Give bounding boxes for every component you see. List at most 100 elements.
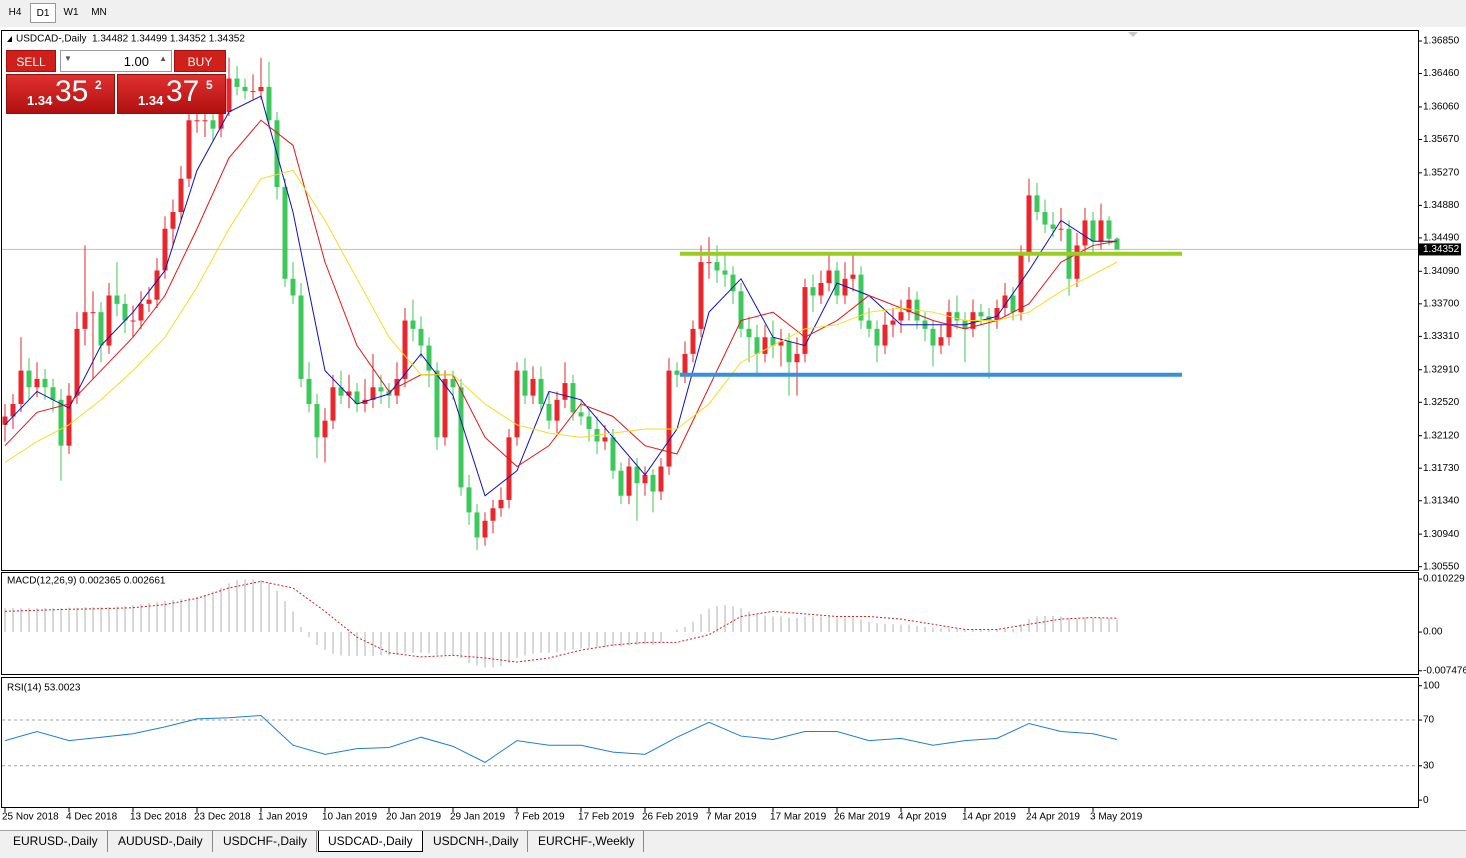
indicator-line: [4, 95, 1117, 497]
x-tick-label: 1 Jan 2019: [258, 812, 308, 823]
candle-body: [226, 78, 232, 112]
candle-body: [98, 312, 104, 346]
chart-tab[interactable]: USDCNH-,Daily: [424, 831, 529, 852]
candle-body: [250, 91, 256, 93]
x-tick-label: 26 Mar 2019: [834, 812, 891, 823]
timeframe-button[interactable]: D1: [30, 3, 56, 23]
x-tick-label: 13 Dec 2018: [130, 812, 187, 823]
chart-tab[interactable]: USDCHF-,Daily: [214, 831, 317, 852]
candle-body: [954, 312, 960, 321]
timeframe-button[interactable]: H4: [8, 7, 22, 18]
sell-price[interactable]: 1.34 35 2: [6, 74, 115, 114]
buy-price[interactable]: 1.34 37 5: [117, 74, 226, 114]
y-tick-label: 1.32120: [1423, 430, 1460, 441]
x-tick-label: 4 Dec 2018: [66, 812, 118, 823]
candle-body: [138, 303, 144, 321]
candle-body: [1058, 228, 1064, 230]
candle-body: [810, 287, 816, 296]
x-tick-label: 3 May 2019: [1090, 812, 1143, 823]
candle-body: [786, 341, 792, 363]
y-tick-label: 1.33310: [1423, 331, 1460, 342]
y-tick-label: 1.35270: [1423, 167, 1460, 178]
timeframe-button[interactable]: W1: [63, 7, 79, 18]
candle-body: [626, 466, 632, 496]
candle-body: [578, 412, 584, 417]
candle-body: [554, 399, 560, 421]
chart-tab[interactable]: AUDUSD-,Daily: [109, 831, 213, 852]
chart-background: [0, 27, 1466, 830]
candle-body: [490, 508, 496, 521]
y-tick-label: 1.34880: [1423, 200, 1460, 211]
y-tick-label: 1.35670: [1423, 134, 1460, 145]
x-tick-label: 7 Mar 2019: [706, 812, 757, 823]
candle-body: [354, 391, 360, 404]
candle-body: [410, 320, 416, 329]
candle-body: [826, 270, 832, 283]
candle-body: [762, 337, 768, 354]
candle-body: [698, 262, 704, 329]
indicator-line: [4, 580, 1118, 663]
candle-body: [1010, 295, 1016, 313]
candle-body: [882, 324, 888, 346]
candle-body: [650, 474, 656, 492]
candle-body: [602, 437, 608, 442]
candle-body: [450, 378, 456, 388]
chart-tab[interactable]: EURUSD-,Daily: [4, 831, 108, 852]
lot-input[interactable]: ▼ 1.00 ▲: [60, 50, 172, 72]
candle-body: [690, 328, 696, 354]
candle-body: [634, 466, 640, 484]
candle-body: [722, 270, 728, 275]
candle-body: [266, 86, 272, 121]
candle-body: [290, 278, 296, 296]
indicator-line: [4, 714, 1118, 763]
candle-body: [210, 120, 216, 129]
indicator-line: [4, 169, 1118, 463]
candle-body: [474, 512, 480, 538]
x-tick-label: 7 Feb 2019: [514, 812, 565, 823]
candle-body: [754, 337, 760, 354]
rsi-title: RSI(14) 53.0023: [7, 683, 81, 694]
buy-price-pips: 37: [166, 75, 200, 108]
x-tick-label: 17 Feb 2019: [578, 812, 635, 823]
y-tick-label: 1.36460: [1423, 68, 1460, 79]
chart-tab[interactable]: USDCAD-,Daily: [318, 831, 423, 852]
y-tick-label: -0.007476: [1423, 665, 1466, 676]
candle-body: [858, 274, 864, 321]
x-tick-label: 4 Apr 2019: [898, 812, 947, 823]
ohlc-quote: 1.34482 1.34499 1.34352 1.34352: [92, 34, 245, 45]
candle-body: [42, 378, 48, 388]
candle-body: [194, 120, 200, 122]
candle-body: [162, 228, 168, 271]
candle-body: [242, 86, 248, 92]
candle-body: [522, 370, 528, 396]
y-tick-label: 1.30550: [1423, 561, 1460, 572]
symbol-icon: [7, 36, 12, 42]
candle-body: [562, 383, 568, 400]
bid-label: 1.34352: [1423, 244, 1460, 255]
lot-down[interactable]: ▼: [64, 54, 72, 63]
candle-body: [186, 120, 192, 179]
candle-body: [498, 499, 504, 509]
sell-button[interactable]: SELL: [6, 50, 56, 72]
candle-body: [506, 437, 512, 500]
buy-button[interactable]: BUY: [174, 50, 226, 72]
timeframe-button[interactable]: MN: [91, 7, 107, 18]
candle-body: [330, 387, 336, 421]
timeframe-toolbar: H4 D1 W1 MN: [0, 0, 1466, 28]
macd-panel-frame: [1, 572, 1419, 675]
candle-body: [482, 520, 488, 538]
candle-body: [34, 378, 40, 388]
chart-tab[interactable]: EURCHF-,Weekly: [529, 831, 645, 852]
candle-body: [1042, 212, 1048, 225]
y-tick-label: 1.32520: [1423, 397, 1460, 408]
x-tick-label: 23 Dec 2018: [194, 812, 251, 823]
candle-body: [930, 328, 936, 346]
y-tick-label: 1.34490: [1423, 233, 1460, 244]
x-tick-label: 24 Apr 2019: [1026, 812, 1080, 823]
candle-body: [234, 78, 240, 87]
candle-body: [66, 395, 72, 446]
y-tick-label: 30: [1423, 760, 1435, 771]
lot-up[interactable]: ▲: [159, 54, 167, 63]
candle-body: [370, 387, 376, 400]
candle-body: [114, 295, 120, 304]
